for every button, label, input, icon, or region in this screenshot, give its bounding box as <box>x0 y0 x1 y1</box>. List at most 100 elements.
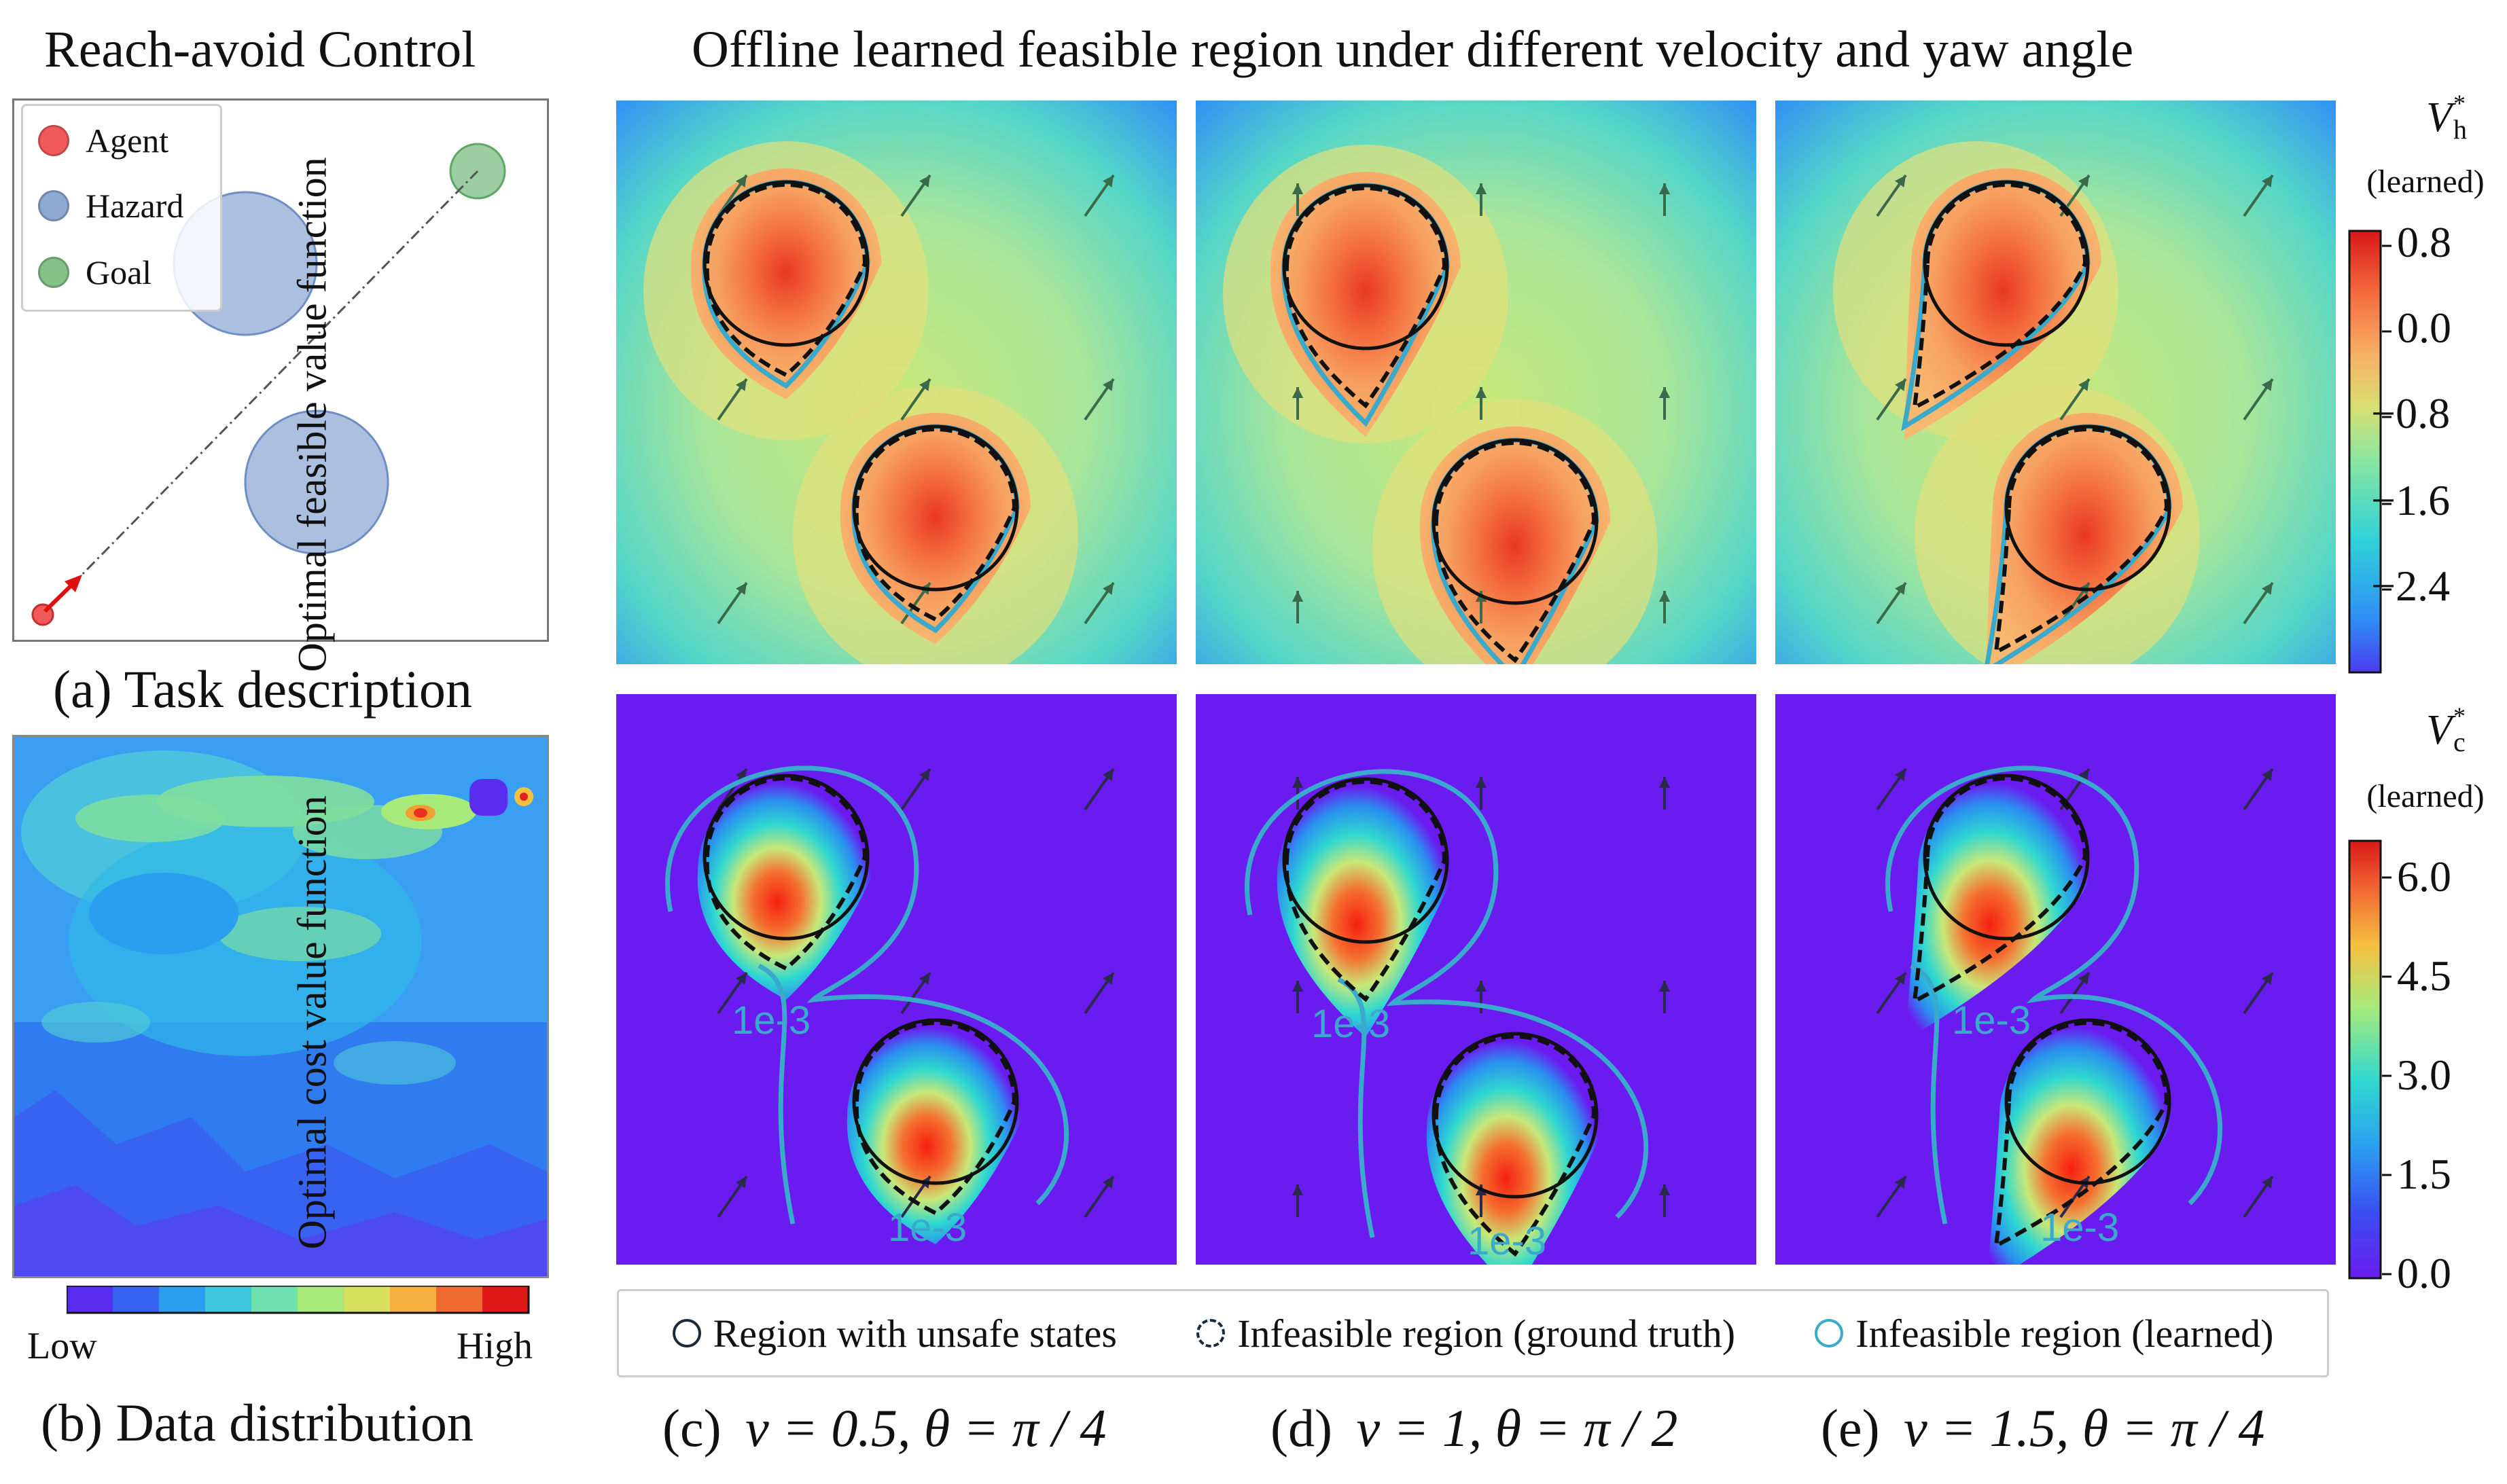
arrow-head-icon <box>2262 769 2273 781</box>
colorbar-bottom <box>2348 839 2382 1280</box>
learned-infeasible-boundary-lower <box>1910 963 1948 1225</box>
unsafe-region-circle <box>2004 1018 2171 1185</box>
bottom-panel-d: 1e-3 1e-3 <box>1196 694 1756 1265</box>
colorbar-top-note: (learned) <box>2366 164 2485 200</box>
learned-infeasible-boundary <box>1885 765 2223 1206</box>
feasible-value-peak <box>1986 413 2183 664</box>
colorbar-bottom-tick-2: 3.0 <box>2397 1051 2451 1099</box>
cyan-ring-icon <box>1815 1319 1844 1347</box>
arrow-head-icon <box>1658 981 1671 992</box>
arrow-head-icon <box>736 1176 747 1189</box>
arrow-head-icon <box>1895 1176 1906 1189</box>
colorbar-bottom-tick-3: 1.5 <box>2397 1150 2451 1198</box>
arrow-head-icon <box>1103 769 1114 781</box>
cost-value-peak <box>1277 786 1454 1037</box>
ground-truth-infeasible-boundary <box>1434 441 1597 664</box>
ground-truth-infeasible-boundary <box>854 427 1017 622</box>
arrow-head-icon <box>1292 777 1304 789</box>
legend-goal-label: Goal <box>86 253 152 291</box>
arrow-head-icon <box>1292 183 1304 195</box>
legend-unsafe-label: Region with unsafe states <box>713 1311 1117 1356</box>
colorbar-bottom-tick-1: 4.5 <box>2397 952 2451 1000</box>
arrow-head-icon <box>919 769 930 781</box>
caption-c-formula: v = 0.5, θ = π / 4 <box>745 1398 1107 1458</box>
arrow-head-icon <box>1475 981 1487 992</box>
arrow-head-icon <box>2078 379 2089 391</box>
arrow-head-icon <box>1895 769 1906 781</box>
data-heatmap <box>14 737 547 1276</box>
contour-label: 1e-3 <box>1468 1219 1546 1263</box>
ground-truth-infeasible-boundary <box>1912 183 2088 412</box>
caption-b: (b) Data distribution <box>41 1393 474 1452</box>
colorbar-top-tick-1: 0.0 <box>2397 304 2451 352</box>
arrow-head-icon <box>736 175 747 187</box>
learned-infeasible-boundary-lower <box>1337 977 1375 1238</box>
unsafe-region-circle <box>2004 424 2171 592</box>
unsafe-region-circle <box>1923 180 2090 347</box>
arrow-head-icon <box>736 973 747 985</box>
caption-e: (e) v = 1.5, θ = π / 4 <box>1821 1398 2265 1459</box>
arrow-head-icon <box>1475 183 1487 195</box>
legend-hazard: Hazard <box>38 186 183 225</box>
arrow-head-icon <box>1658 591 1671 602</box>
hazard-swatch-icon <box>38 190 69 221</box>
arrow-head-icon <box>1292 1184 1304 1196</box>
legend-infeasible-ground-truth: Infeasible region (ground truth) <box>1196 1311 1735 1356</box>
ground-truth-infeasible-boundary <box>1434 1034 1597 1257</box>
arrow-head-icon <box>1895 973 1906 985</box>
colorbar-bottom-note: (learned) <box>2366 778 2485 814</box>
unsafe-region-circle <box>852 424 1019 592</box>
feasible-value-peak <box>1419 427 1610 664</box>
top-panel-d <box>1196 101 1756 664</box>
cost-value-peak <box>847 1027 1024 1244</box>
unsafe-region-circle <box>1432 1032 1599 1199</box>
colorbar-bottom-tickmarks <box>2382 876 2392 1275</box>
goal-swatch-icon <box>38 257 69 288</box>
ground-truth-infeasible-boundary <box>1284 186 1447 409</box>
arrow-head-icon <box>2262 379 2273 391</box>
ground-truth-infeasible-boundary <box>1284 780 1447 1002</box>
arrow-head-icon <box>736 583 747 595</box>
data-colorbar-low-label: Low <box>27 1325 97 1367</box>
contour-label: 1e-3 <box>2040 1206 2119 1250</box>
dashed-ring-icon <box>1196 1319 1226 1347</box>
colorbar-top-title: V * h <box>2398 90 2480 145</box>
arrow-head-icon <box>1292 981 1304 992</box>
colorbar-bottom-tick-0: 6.0 <box>2397 852 2451 901</box>
data-distribution-panel <box>12 735 549 1278</box>
arrow-head-icon <box>2262 175 2273 187</box>
caption-e-prefix: (e) <box>1821 1398 1880 1458</box>
learned-infeasible-boundary <box>665 765 1069 1206</box>
task-description-panel: Agent Hazard Goal <box>12 98 549 642</box>
unsafe-region-circle <box>1432 438 1599 605</box>
arrow-head-icon <box>2078 175 2089 187</box>
arrow-head-icon <box>2262 1176 2273 1189</box>
unsafe-region-circle <box>852 1018 1019 1185</box>
arrow-head-icon <box>736 379 747 391</box>
legend-ground-truth-label: Infeasible region (ground truth) <box>1237 1311 1736 1356</box>
ground-truth-infeasible-boundary <box>854 1021 1017 1216</box>
colorbar-bottom-symbol: V <box>2426 707 2452 753</box>
colorbar-top-tick-0: 0.8 <box>2397 218 2451 266</box>
legend-agent-label: Agent <box>86 122 169 160</box>
solid-ring-icon <box>672 1319 701 1347</box>
legend-learned-label: Infeasible region (learned) <box>1855 1311 2274 1356</box>
colorbar-bottom-superscript: * <box>2453 702 2466 729</box>
unsafe-region-circle <box>703 774 870 941</box>
bottom-panel-e: 1e-3 1e-3 <box>1775 694 2336 1265</box>
colorbar-top-subscript: h <box>2453 114 2467 145</box>
arrow-head-icon <box>1658 777 1671 789</box>
top-panel-c <box>616 101 1177 664</box>
colorbar-top-tick-4: −2.4 <box>2371 562 2451 610</box>
unsafe-region-circle <box>703 180 870 347</box>
arrow-head-icon <box>1475 777 1487 789</box>
caption-c-prefix: (c) <box>662 1398 722 1458</box>
caption-d-formula: v = 1, θ = π / 2 <box>1356 1398 1678 1458</box>
arrow-head-icon <box>1658 1184 1671 1196</box>
arrow-head-icon <box>1103 583 1114 595</box>
arrow-head-icon <box>919 973 930 985</box>
ground-truth-infeasible-boundary <box>1912 776 2088 1005</box>
arrow-head-icon <box>1895 583 1906 595</box>
ground-truth-infeasible-boundary <box>705 183 868 378</box>
arrow-head-icon <box>919 379 930 391</box>
